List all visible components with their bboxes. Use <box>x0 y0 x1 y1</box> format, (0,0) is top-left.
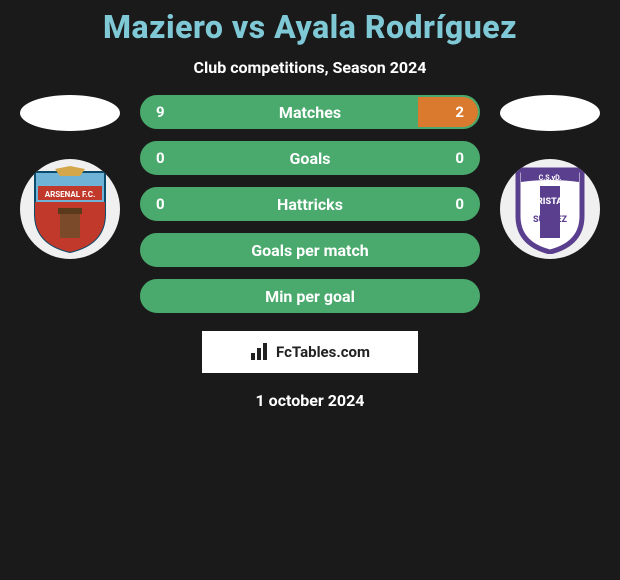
right-player-col: C.S.yD. TRISTAN SUAREZ <box>500 95 600 259</box>
stat-value-right: 0 <box>455 195 464 213</box>
svg-text:SUAREZ: SUAREZ <box>533 215 567 225</box>
comparison-card: Maziero vs Ayala Rodríguez Club competit… <box>0 0 620 410</box>
tristan-suarez-badge-icon: C.S.yD. TRISTAN SUAREZ <box>510 164 590 254</box>
stat-value-right: 2 <box>455 103 464 121</box>
stat-bar: Hattricks 0 0 <box>140 187 480 221</box>
bar-chart-icon <box>250 343 270 361</box>
subtitle: Club competitions, Season 2024 <box>0 58 620 77</box>
right-player-photo-placeholder <box>500 95 600 131</box>
stat-bar: Matches 9 2 <box>140 95 480 129</box>
left-player-col: ARSENAL F.C. <box>20 95 120 259</box>
stat-label: Hattricks <box>277 195 343 214</box>
page-title: Maziero vs Ayala Rodríguez <box>0 8 620 46</box>
stat-bar: Min per goal <box>140 279 480 313</box>
stat-fill-right <box>418 97 478 127</box>
stat-label: Goals <box>290 149 331 168</box>
arsenal-badge-icon: ARSENAL F.C. <box>30 164 110 254</box>
left-club-badge: ARSENAL F.C. <box>20 159 120 259</box>
stat-value-left: 0 <box>156 149 165 167</box>
main-row: ARSENAL F.C. Matches 9 2 Goals 0 0 Hattricks 0 0… <box>0 95 620 313</box>
right-club-badge: C.S.yD. TRISTAN SUAREZ <box>500 159 600 259</box>
brand-footer[interactable]: FcTables.com <box>202 331 418 373</box>
stat-label: Goals per match <box>251 241 369 260</box>
brand-text: FcTables.com <box>276 343 370 361</box>
stat-value-left: 9 <box>156 103 165 121</box>
svg-text:C.S.yD.: C.S.yD. <box>539 174 562 182</box>
left-player-photo-placeholder <box>20 95 120 131</box>
stat-label: Min per goal <box>265 287 355 306</box>
stat-bar: Goals per match <box>140 233 480 267</box>
stat-label: Matches <box>279 103 341 122</box>
stat-value-left: 0 <box>156 195 165 213</box>
stats-column: Matches 9 2 Goals 0 0 Hattricks 0 0 Goals per mat… <box>140 95 480 313</box>
stat-bar: Goals 0 0 <box>140 141 480 175</box>
date-text: 1 october 2024 <box>0 391 620 410</box>
stat-value-right: 0 <box>455 149 464 167</box>
svg-text:ARSENAL F.C.: ARSENAL F.C. <box>45 190 96 199</box>
svg-text:TRISTAN: TRISTAN <box>531 197 568 207</box>
